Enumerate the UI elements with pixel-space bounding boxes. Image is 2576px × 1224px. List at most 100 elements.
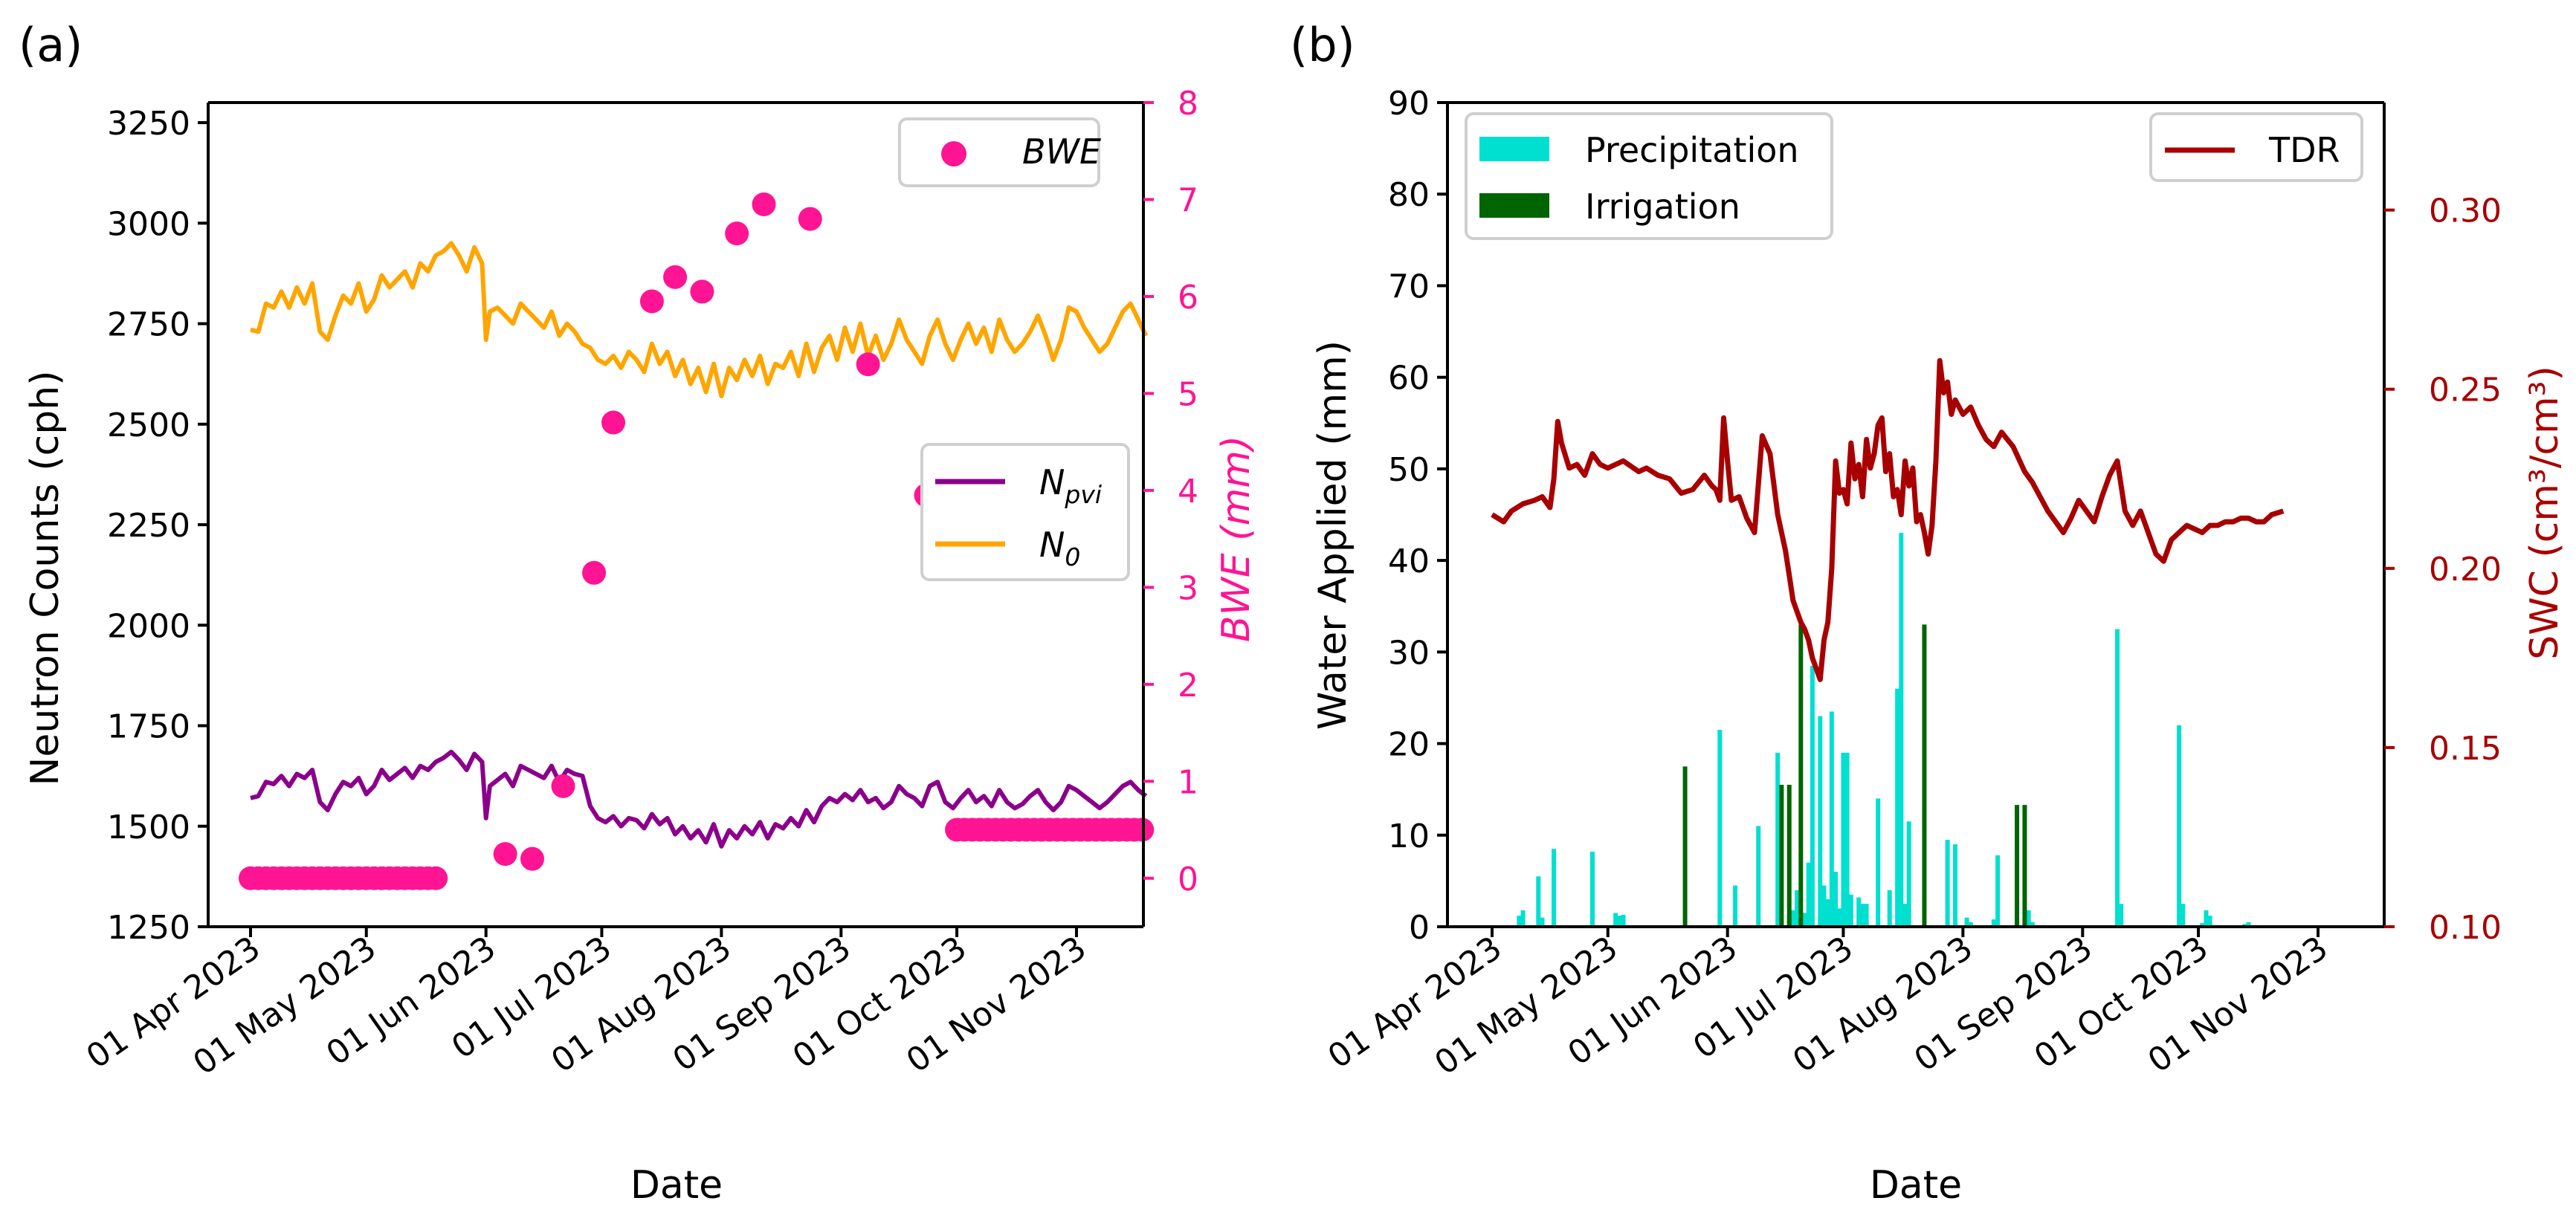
panel-a-ylabel-right: BWE (mm) <box>1214 435 1259 642</box>
bwe-point <box>424 866 448 890</box>
legend-npvi-label: Npvi <box>1039 462 1102 509</box>
bwe-point <box>725 221 749 246</box>
y-tick-label: 60 <box>1388 360 1430 398</box>
precipitation-bar <box>1833 872 1839 927</box>
precipitation-bar <box>1895 688 1900 927</box>
bwe-point <box>663 265 688 289</box>
panel-b-legend-water: Precipitation Irrigation <box>1465 112 1833 240</box>
y-tick-label: 90 <box>1388 85 1430 123</box>
precipitation-bar <box>1864 904 1869 927</box>
precipitation-bar <box>2119 904 2124 927</box>
precipitation-bar <box>1552 849 1557 927</box>
panel-b-legend-tdr: TDR <box>2149 112 2363 182</box>
irrigation-bar <box>2022 805 2027 927</box>
y-right-tick-label: 0.15 <box>2429 730 2502 768</box>
precipitation-bar <box>2180 904 2186 927</box>
y-tick-label: 1250 <box>107 909 190 947</box>
precipitation-bar <box>1733 885 1738 927</box>
panel-b-label: (b) <box>1290 18 1355 72</box>
y-tick-label: 50 <box>1388 451 1430 489</box>
legend-bwe-label: BWE <box>1022 132 1101 172</box>
precipitation-bar <box>1756 826 1761 927</box>
y-tick-label: 2250 <box>107 507 190 545</box>
y-tick-label: 40 <box>1388 543 1430 580</box>
precipitation-bar <box>1860 904 1865 927</box>
precipitation-bar <box>1613 913 1618 927</box>
y-right-tick-label: 6 <box>1178 279 1198 317</box>
precipitation-bar <box>1795 890 1800 927</box>
panel-b-ylabel-right: SWC (cm³/cm³) <box>2522 366 2567 660</box>
precipitation-bar <box>1790 910 1795 927</box>
y-right-tick-label: 5 <box>1178 375 1198 413</box>
precipitation-bar <box>1617 916 1622 927</box>
y-tick-label: 70 <box>1388 268 1430 305</box>
precipitation-bar <box>1995 855 2001 927</box>
y-tick-label: 20 <box>1388 726 1430 764</box>
bwe-point <box>690 279 714 304</box>
precipitation-bar <box>1945 839 1950 927</box>
panel-a-label: (a) <box>19 18 83 72</box>
y-tick-label: 10 <box>1388 817 1430 855</box>
precipitation-bar <box>1825 899 1830 927</box>
precipitation-bar <box>1536 876 1541 927</box>
y-right-tick-label: 2 <box>1178 667 1198 705</box>
panel-a-legend-neutron: Npvi N0 <box>920 443 1130 581</box>
precipitation-bar <box>1621 914 1626 927</box>
precipitation-bar <box>1540 917 1545 927</box>
irrigation-bar <box>1682 766 1688 927</box>
precipitation-bar <box>1775 752 1781 927</box>
precipitation-bar <box>1906 821 1911 927</box>
tdr-series-line <box>1491 357 2285 682</box>
precipitation-bar <box>1991 919 1996 927</box>
irrigation-bar <box>1779 785 1784 927</box>
bwe-point <box>493 842 517 867</box>
legend-tdr-label: TDR <box>2268 130 2340 170</box>
bwe-point <box>551 774 575 798</box>
y-right-tick-label: 0.25 <box>2429 372 2502 409</box>
y-tick-label: 30 <box>1388 634 1430 672</box>
precipitation-bar <box>2204 910 2209 927</box>
panel-b-xlabel: Date <box>1870 1163 1962 1208</box>
y-right-tick-label: 0.20 <box>2429 551 2502 589</box>
panel-a-series <box>239 192 1155 890</box>
precipitation-bar <box>1717 730 1723 927</box>
y-right-tick-label: 0.10 <box>2429 909 2502 947</box>
y-tick-label: 2750 <box>107 306 190 344</box>
precipitation-bar <box>2026 910 2031 927</box>
irrigation-bar <box>1798 624 1804 927</box>
panel-b-ylabel: Water Applied (mm) <box>1311 340 1355 730</box>
panel-a-ylabel: Neutron Counts (cph) <box>23 371 68 786</box>
panel-a-chart: 1250 1500 1750 2000 2250 2500 2750 3000 3250 0 1 2 3… <box>23 85 1259 1208</box>
bwe-point <box>856 352 880 377</box>
legend-n0-label: N0 <box>1039 525 1080 571</box>
precipitation-bar <box>1810 665 1815 927</box>
bwe-point <box>639 289 664 314</box>
bwe-point <box>520 846 544 871</box>
precipitation-bar <box>1952 844 1957 927</box>
irrigation-bar <box>1786 785 1792 927</box>
precipitation-bar <box>2246 922 2251 927</box>
precipitation-bar <box>1887 890 1892 927</box>
precipitation-bar <box>1856 897 1862 927</box>
precipitation-bar <box>2177 725 2182 927</box>
precipitation-bar <box>2200 923 2205 927</box>
precipitation-bar <box>1520 910 1526 927</box>
y-right-tick-label: 4 <box>1178 473 1198 511</box>
precipitation-bar <box>1964 917 1969 927</box>
irrigation-bar <box>2015 805 2020 927</box>
legend-precip-swatch <box>1479 137 1549 161</box>
bwe-point <box>601 410 626 435</box>
precipitation-bar <box>1829 711 1834 927</box>
y-tick-label: 2500 <box>107 407 190 444</box>
irrigation-bar <box>1922 624 1927 927</box>
precipitation-bar <box>1517 916 1522 927</box>
y-right-tick-label: 8 <box>1178 85 1198 123</box>
precipitation-bar <box>1821 885 1827 927</box>
panel-b-series <box>1491 357 2285 927</box>
bwe-point <box>582 560 607 585</box>
panel-b-chart: 01020304050607080900.100.150.200.250.300… <box>1311 85 2567 1208</box>
precipitation-bar <box>1844 752 1850 927</box>
precipitation-bar <box>1899 533 1904 927</box>
precipitation-bar <box>1818 716 1823 927</box>
